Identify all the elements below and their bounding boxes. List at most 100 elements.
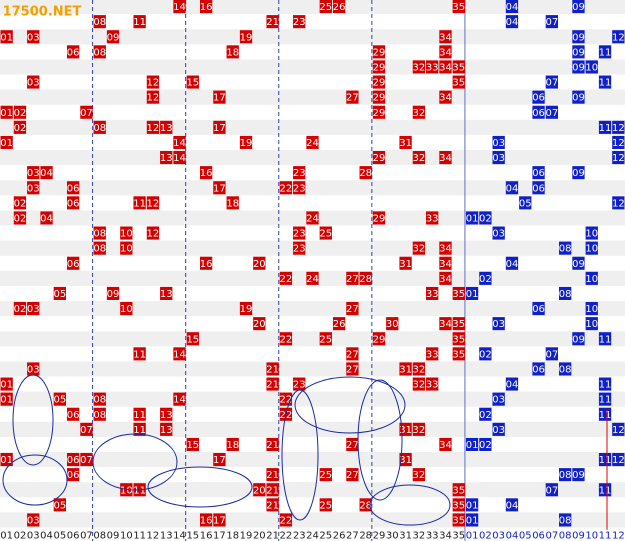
ball (559, 362, 572, 376)
ball-number: 21 (266, 440, 279, 451)
ball-number: 09 (572, 259, 585, 270)
ball-number: 12 (612, 425, 625, 436)
ball-number: 27 (346, 304, 359, 315)
ball (572, 0, 585, 14)
ball (293, 166, 306, 180)
ball (160, 120, 173, 134)
ball (505, 181, 519, 195)
ball (93, 226, 106, 240)
ball (598, 453, 612, 467)
ball-number: 05 (53, 500, 66, 511)
ball (27, 362, 40, 376)
ball (572, 332, 585, 346)
ball (213, 181, 226, 195)
ball-number: 31 (399, 425, 412, 436)
ball-number: 23 (293, 229, 306, 240)
ball (0, 377, 13, 391)
ball (412, 468, 426, 482)
ball (452, 498, 465, 512)
ball-number: 17 (213, 455, 226, 466)
ball (439, 60, 452, 74)
ball-number: 10 (120, 229, 133, 240)
ball (585, 226, 598, 240)
ball (412, 60, 426, 74)
header-label: 23 (293, 531, 306, 541)
ball (452, 60, 465, 74)
ball-number: 08 (93, 244, 106, 255)
ball (66, 181, 80, 195)
ball-number: 21 (266, 500, 279, 511)
ball-number: 24 (306, 138, 319, 149)
ball (27, 30, 40, 44)
header-label: 12 (147, 531, 160, 541)
ball (452, 332, 465, 346)
ball (253, 317, 266, 331)
header-label: 04 (506, 531, 519, 541)
ball (439, 437, 452, 451)
ball-number: 07 (545, 17, 558, 28)
header-label: 20 (253, 531, 266, 541)
ball (612, 30, 625, 44)
ball (66, 468, 80, 482)
ball-number: 25 (319, 2, 332, 13)
ball (279, 332, 293, 346)
ball-number: 04 (506, 17, 519, 28)
ball (598, 407, 612, 421)
ball (53, 498, 66, 512)
ball (465, 286, 479, 300)
ball (53, 286, 66, 300)
ball-number: 03 (27, 78, 40, 89)
ball (213, 453, 226, 467)
ball-number: 15 (186, 440, 199, 451)
ball-number: 08 (559, 289, 572, 300)
ball-number: 17 (213, 515, 226, 526)
header-label: 31 (399, 531, 412, 541)
ball-number: 02 (479, 410, 492, 421)
header-label: 10 (120, 531, 133, 541)
ball-number: 35 (452, 334, 465, 345)
ball (452, 347, 465, 361)
ball (66, 45, 80, 59)
ball-number: 04 (40, 168, 53, 179)
ball-number: 06 (67, 470, 80, 481)
ball (332, 0, 346, 14)
ball (426, 377, 439, 391)
ball-number: 10 (585, 274, 598, 285)
ball-number: 03 (27, 168, 40, 179)
ball-number: 06 (532, 168, 545, 179)
ball (0, 135, 13, 149)
ball-number: 23 (293, 183, 306, 194)
ball (559, 468, 572, 482)
ball-number: 10 (585, 319, 598, 330)
header-label: 11 (599, 531, 612, 541)
ball (293, 15, 306, 29)
ball (479, 437, 492, 451)
ball-number: 09 (572, 62, 585, 73)
ball (27, 75, 40, 89)
ball (133, 347, 146, 361)
ball-number: 17 (213, 93, 226, 104)
ball-number: 25 (319, 229, 332, 240)
ball (372, 332, 386, 346)
header-label: 01 (0, 531, 13, 541)
ball-number: 04 (506, 259, 519, 270)
ball-number: 19 (240, 32, 253, 43)
ball (173, 347, 186, 361)
ball-number: 04 (506, 500, 519, 511)
ball-number: 06 (67, 410, 80, 421)
ball (452, 75, 465, 89)
ball (412, 422, 426, 436)
ball (532, 105, 545, 119)
ellipse (12, 374, 54, 466)
header-label: 26 (333, 531, 346, 541)
ball-number: 12 (612, 138, 625, 149)
ball (399, 422, 412, 436)
header-label: 12 (612, 531, 625, 541)
ball-number: 14 (173, 395, 186, 406)
ball-number: 10 (120, 244, 133, 255)
ball-number: 16 (200, 168, 213, 179)
ball-number: 29 (373, 47, 386, 58)
ball-number: 34 (439, 62, 452, 73)
header-label: 24 (306, 531, 319, 541)
